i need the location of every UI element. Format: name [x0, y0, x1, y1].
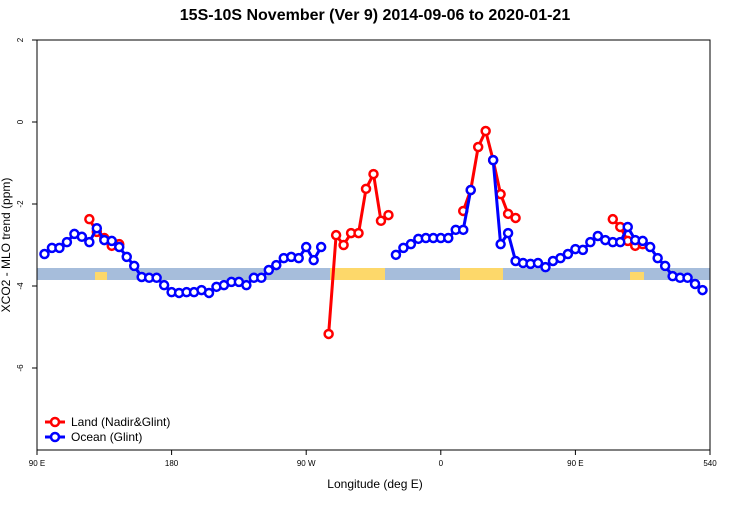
data-point: [495, 238, 506, 250]
data-point: [659, 260, 671, 272]
data-point: [652, 252, 663, 264]
data-point: [54, 242, 65, 254]
data-point: [368, 168, 379, 180]
data-point: [39, 248, 50, 260]
data-point: [487, 154, 499, 166]
data-point: [682, 272, 693, 284]
data-point: [585, 236, 596, 248]
data-point: [263, 264, 275, 276]
y-tick-label: -6: [16, 364, 25, 372]
data-point: [472, 141, 484, 153]
data-point: [562, 248, 574, 260]
data-point: [697, 284, 708, 296]
data-point: [128, 260, 140, 272]
data-point: [241, 279, 252, 291]
x-tick-label: 90 E: [567, 459, 583, 468]
data-point: [300, 241, 312, 253]
data-point: [502, 227, 514, 239]
data-point: [323, 328, 334, 340]
data-point: [256, 272, 267, 284]
data-point: [502, 208, 514, 220]
legend-marker: [49, 416, 61, 428]
data-point: [510, 212, 521, 224]
legend-label: Ocean (Glint): [71, 430, 142, 444]
data-point: [315, 241, 327, 253]
data-point: [592, 230, 604, 242]
data-point: [308, 254, 319, 266]
data-point: [637, 235, 648, 247]
land-band: [330, 268, 385, 280]
data-point: [405, 238, 417, 250]
data-point: [338, 239, 349, 251]
data-point: [375, 215, 387, 227]
data-point: [151, 272, 162, 284]
y-tick-label: 0: [16, 119, 25, 124]
data-point: [76, 231, 88, 243]
data-point: [360, 183, 372, 195]
data-point: [84, 213, 95, 225]
data-point: [271, 259, 282, 271]
plot-frame: [36, 39, 711, 451]
data-point: [330, 229, 342, 241]
data-point: [465, 184, 476, 196]
data-point: [480, 125, 491, 137]
x-axis-label: Longitude (deg E): [327, 477, 422, 491]
data-point: [203, 287, 215, 299]
data-point: [615, 236, 626, 248]
data-point: [689, 278, 701, 290]
x-tick-label: 180: [165, 459, 179, 468]
y-tick-label: -2: [16, 200, 25, 208]
y-tick-label: -4: [16, 282, 25, 290]
data-point: [644, 241, 656, 253]
data-point: [540, 261, 551, 273]
data-point: [114, 241, 125, 253]
legend-marker: [49, 431, 61, 443]
x-tick-label: 90 E: [29, 459, 45, 468]
data-point: [607, 213, 619, 225]
y-axis-label: XCO2 - MLO trend (ppm): [0, 178, 13, 313]
data-point: [91, 222, 103, 234]
data-point: [457, 224, 469, 236]
data-point: [383, 209, 394, 221]
data-point: [555, 252, 566, 264]
data-point: [84, 236, 95, 248]
data-point: [390, 249, 402, 261]
x-tick-label: 540: [703, 459, 717, 468]
data-point: [61, 236, 73, 248]
data-point: [443, 232, 454, 244]
data-point: [121, 251, 132, 263]
legend-label: Land (Nadir&Glint): [71, 415, 170, 429]
data-point: [106, 235, 118, 247]
data-point: [622, 221, 633, 233]
data-point: [577, 244, 589, 256]
land-band: [95, 272, 107, 280]
data-point: [293, 252, 304, 264]
x-tick-label: 0: [439, 459, 444, 468]
land-band: [460, 268, 503, 280]
data-point: [532, 257, 544, 269]
y-tick-label: 2: [16, 37, 25, 42]
data-point: [158, 279, 170, 291]
land-band: [630, 272, 644, 280]
data-point: [353, 227, 364, 239]
chart-title: 15S-10S November (Ver 9) 2014-09-06 to 2…: [180, 7, 571, 24]
x-tick-label: 90 W: [297, 459, 316, 468]
legend: [38, 412, 188, 448]
